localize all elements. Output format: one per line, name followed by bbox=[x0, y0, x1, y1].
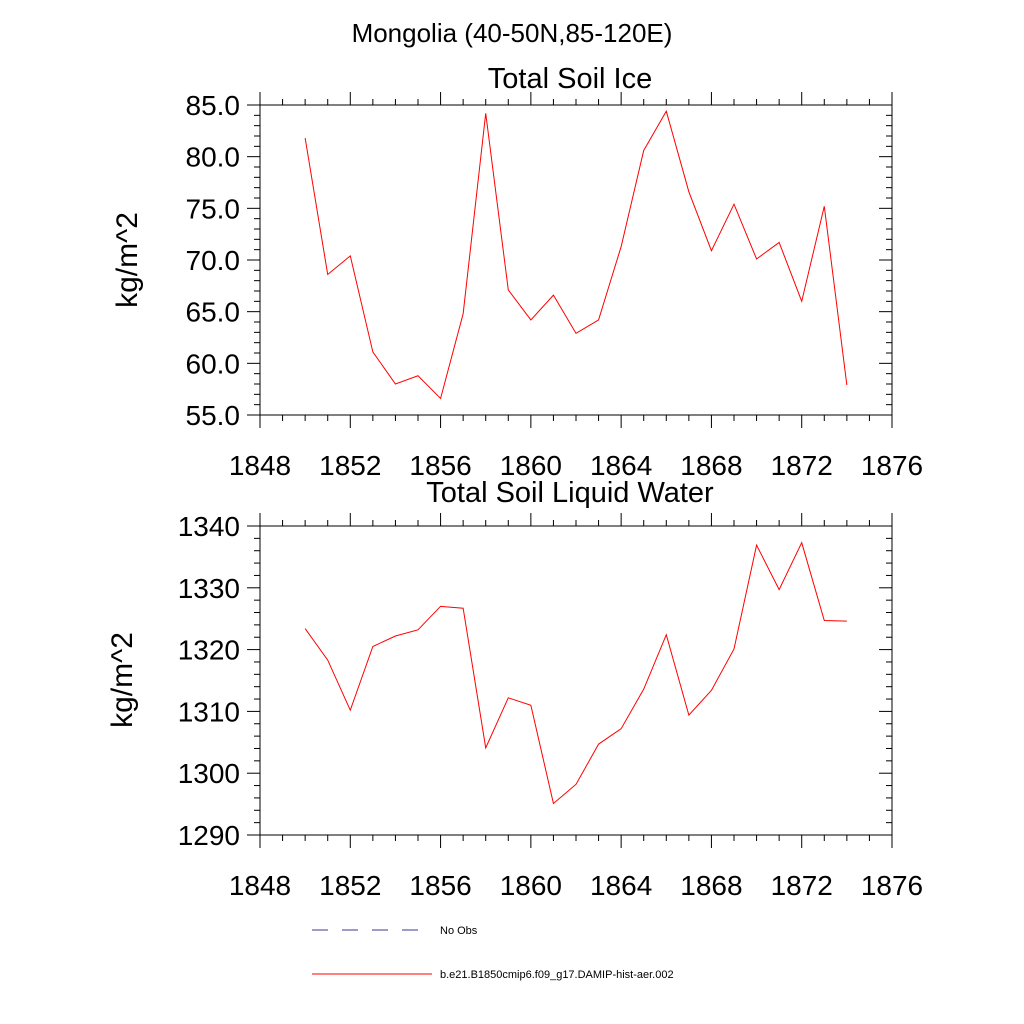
series-line bbox=[304, 109, 848, 400]
chart-panel-soil-ice: Total Soil Ice kg/m^2 1848 1852 1856 1860 18… bbox=[111, 63, 923, 481]
y-tick-label: 60.0 bbox=[186, 348, 241, 379]
y-tick-label: 1340 bbox=[178, 511, 240, 542]
y-tick-label: 80.0 bbox=[186, 142, 241, 173]
legend: No Obs b.e21.B1850cmip6.f09_g17.DAMIP-hi… bbox=[312, 925, 674, 981]
x-tick-label: 1872 bbox=[771, 870, 833, 901]
chart-panel-soil-liquid-water: Total Soil Liquid Water kg/m^2 1848 1852 1… bbox=[106, 477, 923, 901]
y-tick-label: 1330 bbox=[178, 573, 240, 604]
x-tick-label: 1876 bbox=[861, 450, 923, 481]
panel-title: Total Soil Liquid Water bbox=[426, 477, 714, 509]
legend-entry-model-run: b.e21.B1850cmip6.f09_g17.DAMIP-hist-aer.… bbox=[312, 969, 674, 981]
x-tick-label: 1852 bbox=[319, 870, 381, 901]
y-tick-label: 65.0 bbox=[186, 297, 241, 328]
x-tick-label: 1876 bbox=[861, 870, 923, 901]
y-tick-label: 70.0 bbox=[186, 245, 241, 276]
x-tick-label: 1852 bbox=[319, 450, 381, 481]
x-tick-label: 1860 bbox=[500, 870, 562, 901]
x-tick-label: 1868 bbox=[680, 450, 742, 481]
legend-entry-no-obs: No Obs bbox=[312, 925, 478, 937]
x-tick-label: 1860 bbox=[500, 450, 562, 481]
series-line bbox=[304, 541, 847, 805]
plot-frame bbox=[259, 525, 893, 836]
x-tick-label: 1856 bbox=[409, 450, 471, 481]
y-tick-label: 1300 bbox=[178, 758, 240, 789]
y-tick-label: 1320 bbox=[178, 635, 240, 666]
y-tick-label: 55.0 bbox=[186, 400, 241, 431]
panel-title: Total Soil Ice bbox=[488, 63, 652, 95]
x-tick-label: 1864 bbox=[590, 450, 652, 481]
legend-label: b.e21.B1850cmip6.f09_g17.DAMIP-hist-aer.… bbox=[440, 969, 674, 981]
x-tick-label: 1864 bbox=[590, 870, 652, 901]
y-axis-label: kg/m^2 bbox=[106, 632, 139, 728]
y-tick-label: 75.0 bbox=[186, 193, 241, 224]
y-tick-label: 1310 bbox=[178, 696, 240, 727]
legend-label: No Obs bbox=[440, 925, 478, 937]
figure-title: Mongolia (40-50N,85-120E) bbox=[352, 18, 673, 48]
y-tick-label: 85.0 bbox=[186, 90, 241, 121]
plot-frame bbox=[259, 104, 893, 416]
x-tick-label: 1848 bbox=[229, 870, 291, 901]
x-tick-label: 1848 bbox=[229, 450, 291, 481]
x-tick-label: 1872 bbox=[771, 450, 833, 481]
x-tick-label: 1868 bbox=[680, 870, 742, 901]
y-axis-label: kg/m^2 bbox=[111, 212, 144, 308]
x-tick-label: 1856 bbox=[409, 870, 471, 901]
y-tick-label: 1290 bbox=[178, 820, 240, 851]
